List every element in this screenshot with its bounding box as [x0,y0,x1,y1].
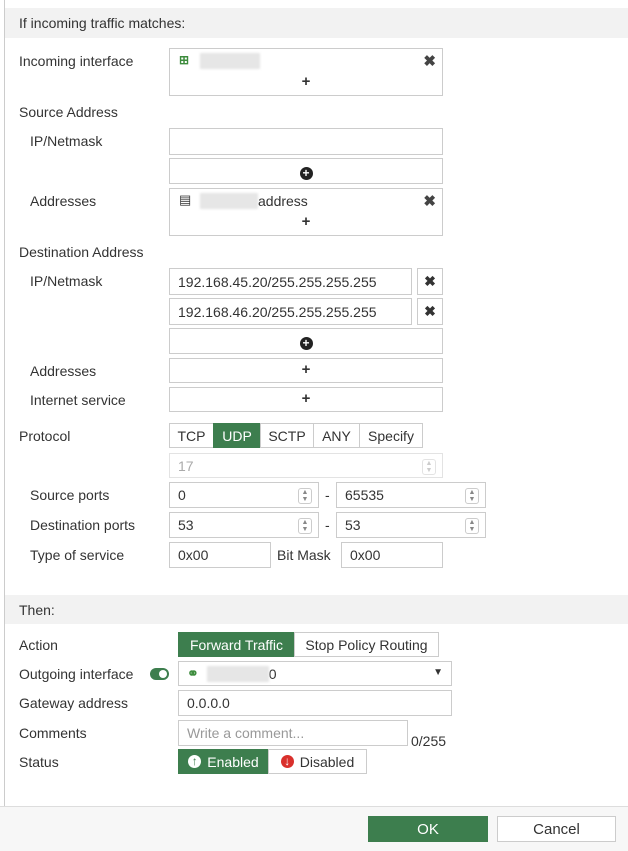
protocol-specify[interactable]: Specify [359,423,423,448]
add-dest-ip-button[interactable]: + [169,328,443,354]
remove-dest-ip-2-button[interactable]: ✖ [417,298,443,325]
tos-label: Type of service [30,547,125,563]
redacted-interface-name [200,53,260,69]
incoming-interface-label: Incoming interface [19,53,134,69]
destination-address-label: Destination Address [19,244,144,260]
dest-ip-input-1[interactable]: 192.168.45.20/255.255.255.255 [169,268,412,295]
internet-service-label: Internet service [30,392,126,408]
source-port-from-input[interactable]: 0 ▲ ▼ [169,482,319,508]
left-border [4,0,5,806]
incoming-interface-field[interactable]: ⊞ ✖ + [169,48,443,96]
spinner-icon[interactable]: ▲ ▼ [465,488,479,504]
dest-port-from-input[interactable]: 53 ▲ ▼ [169,512,319,538]
match-section-header: If incoming traffic matches: [5,8,628,38]
protocol-udp[interactable]: UDP [213,423,261,448]
arrow-up-circle-icon: ↑ [188,755,202,768]
bitmask-label: Bit Mask [277,547,331,563]
link-icon: ⚭ [187,665,199,681]
value: 53 [178,517,194,533]
remove-icon: ✖ [424,303,436,319]
dest-addresses-label: Addresses [30,363,97,379]
comments-textarea[interactable]: Write a comment... [178,720,408,746]
protocol-tcp[interactable]: TCP [169,423,214,448]
source-address-label: Source Address [19,104,118,120]
add-icon[interactable]: + [301,213,311,230]
source-addresses-field[interactable]: ▤ address ✖ + [169,188,443,236]
remove-icon[interactable]: ✖ [423,193,436,210]
action-label: Action [19,637,58,653]
label: Enabled [207,753,259,770]
plus-circle-icon: + [299,337,313,350]
label: Disabled [299,753,355,770]
gateway-label: Gateway address [19,695,128,711]
source-ip-label: IP/Netmask [30,133,103,149]
outgoing-interface-label: Outgoing interface [19,666,134,682]
remove-icon: ✖ [424,273,436,289]
add-source-ip-button[interactable]: + [169,158,443,184]
source-addresses-label: Addresses [30,193,97,209]
ok-button[interactable]: OK [368,816,488,842]
comments-label: Comments [19,725,87,741]
redacted-interface-name [206,665,269,682]
tos-input[interactable]: 0x00 [169,542,271,568]
add-icon[interactable]: + [301,73,311,90]
bitmask-input[interactable]: 0x00 [341,542,443,568]
internet-service-field[interactable]: + [169,387,443,412]
chevron-down-icon: ▼ [433,667,443,678]
spinner-icon[interactable]: ▲ ▼ [465,518,479,534]
add-icon: + [301,361,311,378]
gateway-input[interactable]: 0.0.0.0 [178,690,452,716]
source-ports-label: Source ports [30,487,110,503]
dest-addresses-field[interactable]: + [169,358,443,383]
status-disabled-button[interactable]: ↓ Disabled [268,749,367,774]
remove-icon[interactable]: ✖ [423,53,436,70]
arrow-down-circle-icon: ↓ [280,755,294,768]
action-forward-traffic[interactable]: Forward Traffic [178,632,295,657]
range-dash: - [325,487,330,503]
spinner-icon[interactable]: ▲ ▼ [298,518,312,534]
source-port-to-input[interactable]: 65535 ▲ ▼ [336,482,486,508]
cancel-button[interactable]: Cancel [497,816,616,842]
dest-port-to-input[interactable]: 53 ▲ ▼ [336,512,486,538]
comments-count: 0/255 [411,733,447,749]
outgoing-interface-toggle[interactable] [150,668,169,680]
protocol-sctp[interactable]: SCTP [260,423,314,448]
dest-ip-input-2[interactable]: 192.168.46.20/255.255.255.255 [169,298,412,325]
status-label: Status [19,754,59,770]
protocol-any[interactable]: ANY [313,423,360,448]
address-icon: ▤ [179,192,192,207]
value: 53 [345,517,361,533]
network-interface-icon: ⊞ [179,53,190,67]
outgoing-interface-select[interactable]: ⚭ 0 ▼ [178,661,452,686]
protocol-number: 17 [178,457,194,474]
value: 0 [178,487,186,503]
address-suffix: address [258,193,308,209]
range-dash: - [325,517,330,533]
spinner-icon[interactable]: ▲ ▼ [298,488,312,504]
then-section-header: Then: [5,595,628,624]
remove-dest-ip-1-button[interactable]: ✖ [417,268,443,295]
add-icon: + [301,390,311,407]
value: 65535 [345,487,384,503]
action-stop-policy-routing[interactable]: Stop Policy Routing [294,632,439,657]
source-ip-input[interactable] [169,128,443,155]
protocol-number-input: 17 ▲ ▼ [169,453,443,478]
spinner-icon: ▲ ▼ [422,459,436,475]
protocol-label: Protocol [19,428,71,444]
dest-ports-label: Destination ports [30,517,136,533]
status-enabled-button[interactable]: ↑ Enabled [178,749,269,774]
redacted-address-name [200,193,258,209]
interface-suffix: 0 [268,665,277,682]
plus-circle-icon: + [299,167,313,180]
dest-ip-label: IP/Netmask [30,273,103,289]
